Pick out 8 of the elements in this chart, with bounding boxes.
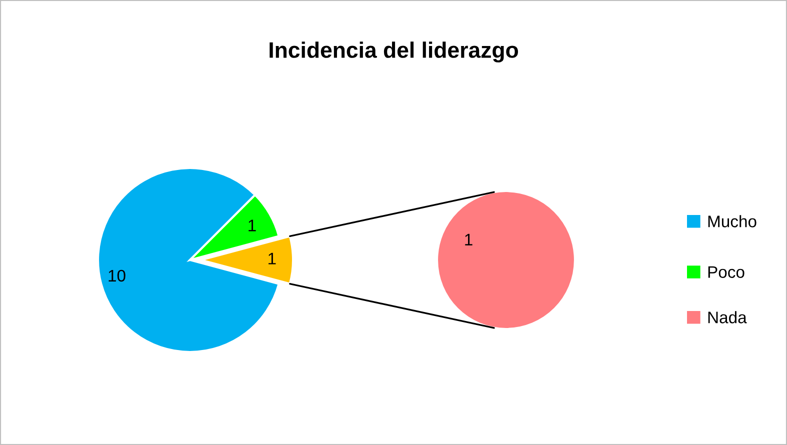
data-label: 1 — [465, 234, 472, 246]
data-label: 10 — [108, 270, 126, 282]
legend-label: Poco — [708, 266, 744, 278]
legend-label: Mucho — [708, 215, 756, 228]
chart-title: Incidencia del liderazgo — [270, 42, 518, 62]
data-label: 1 — [248, 220, 256, 232]
legend-label: Nada — [708, 311, 747, 324]
data-label: 1 — [268, 252, 276, 264]
